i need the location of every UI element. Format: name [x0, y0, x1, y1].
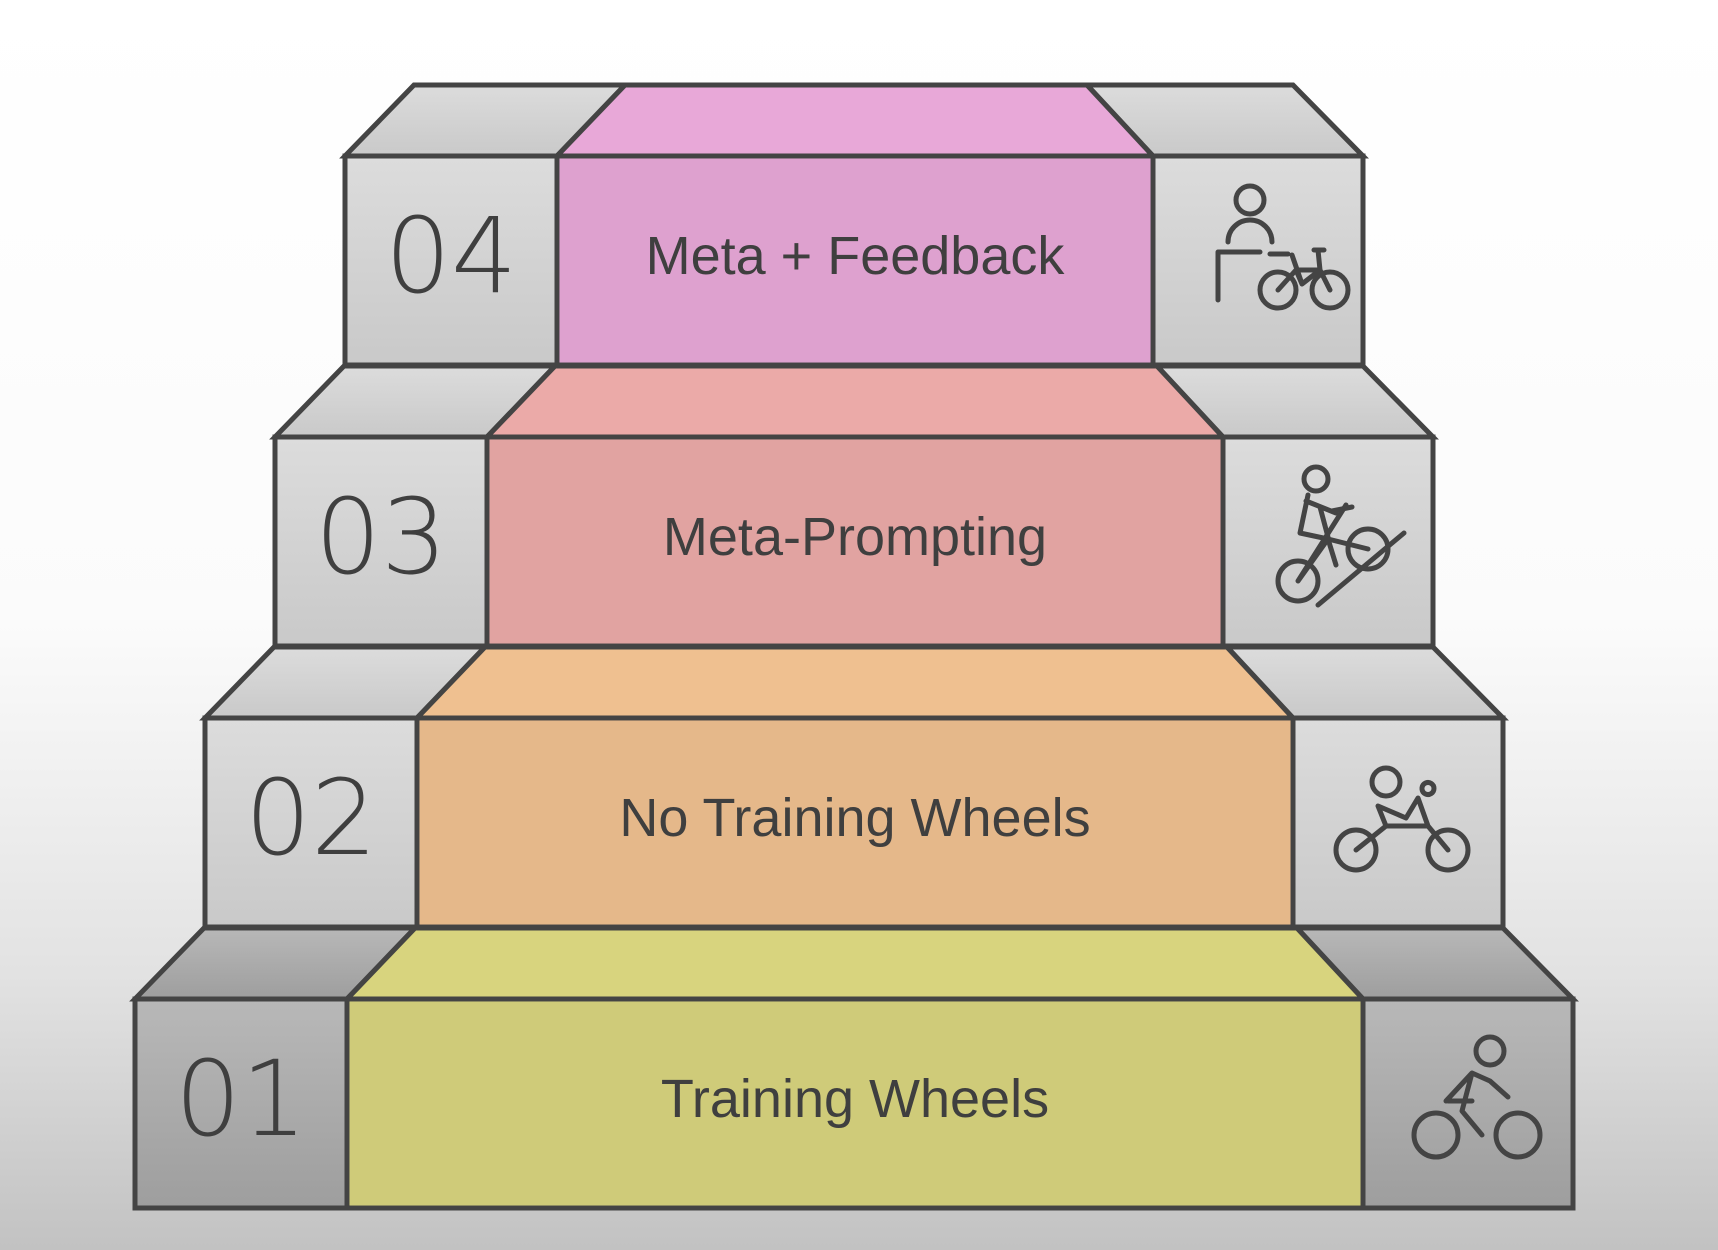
- rider-pushing-bike-icon: [1333, 765, 1471, 873]
- step-front: [344, 996, 1366, 1211]
- step-front: [484, 434, 1226, 649]
- step-label: Training Wheels: [661, 1069, 1049, 1129]
- step-shade: [560, 159, 1150, 362]
- step-number: 02: [245, 757, 377, 879]
- number-box: [342, 153, 560, 368]
- step-front: [414, 715, 1296, 930]
- step-label: Meta + Feedback: [646, 226, 1066, 286]
- number-box: [202, 715, 420, 930]
- step-label: No Training Wheels: [619, 788, 1090, 848]
- step-01: 01 Training Wheels: [129, 925, 1579, 1211]
- step-number: 01: [175, 1038, 307, 1160]
- step-shade: [350, 1002, 1360, 1205]
- step-04: 04 Meta + Feedback: [339, 82, 1369, 368]
- step-top-face: [411, 644, 1299, 721]
- step-number: 04: [385, 195, 517, 317]
- step-label: Meta-Prompting: [663, 507, 1047, 567]
- step-03: 03 Meta-Prompting: [269, 363, 1439, 649]
- icon-box: [1290, 715, 1506, 930]
- coach-with-bike-icon: [1215, 183, 1351, 311]
- cyclist-climbing-icon: [1275, 464, 1407, 608]
- step-top-face: [481, 363, 1229, 440]
- step-top-face: [551, 82, 1159, 159]
- cyclist-icon: [1411, 1034, 1543, 1160]
- step-top-face: [341, 925, 1369, 1002]
- step-number: 03: [315, 476, 447, 598]
- step-shade: [490, 440, 1220, 643]
- step-shade: [420, 721, 1290, 924]
- step-02: 02 No Training Wheels: [199, 644, 1509, 930]
